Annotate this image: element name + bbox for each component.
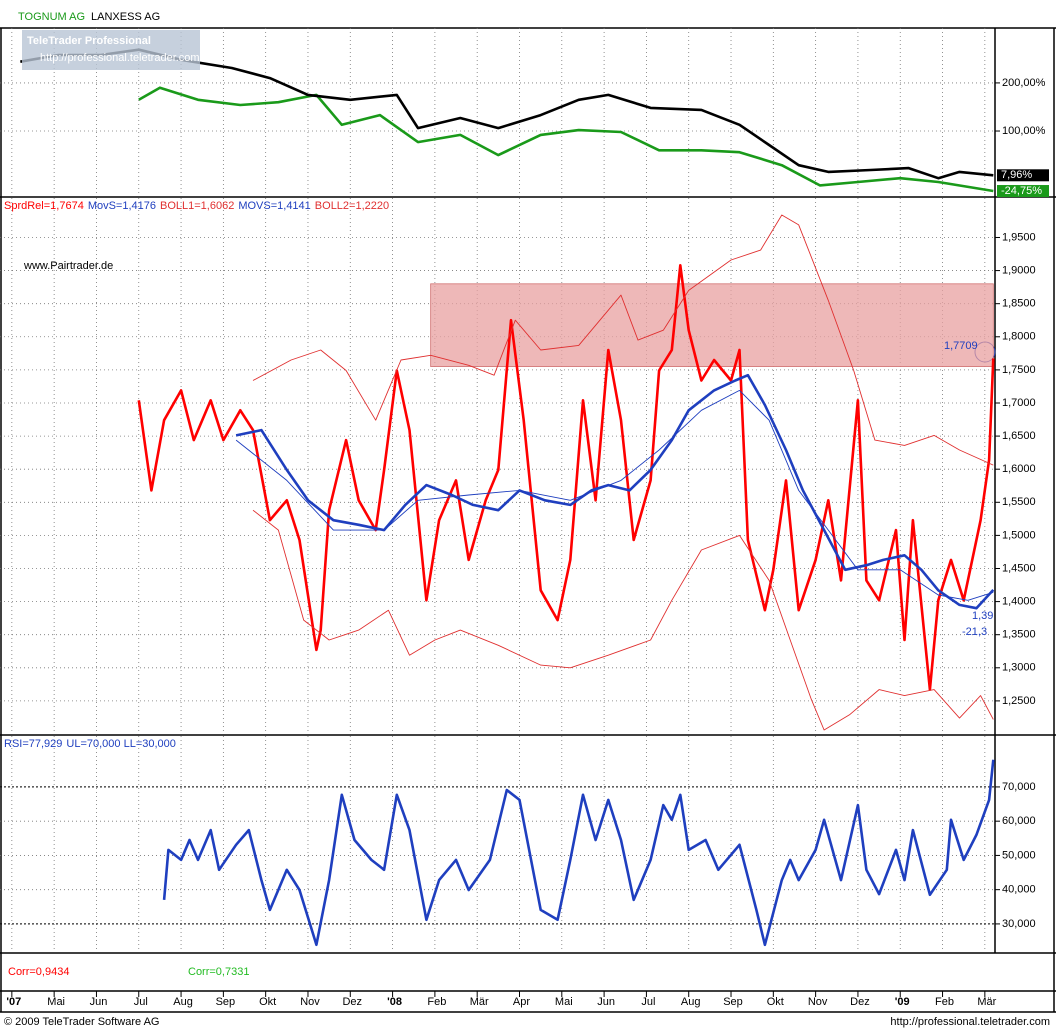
x-tick-label: '08	[387, 996, 402, 1008]
x-tick-label: Jun	[90, 996, 108, 1008]
value-label-box	[997, 185, 1049, 198]
highlight-zone	[430, 283, 994, 367]
y-tick-label: 1,9000	[1002, 264, 1036, 276]
annotation: 1,7709	[944, 340, 978, 352]
x-tick-label: Okt	[767, 996, 784, 1008]
footer-left: © 2009 TeleTrader Software AG	[4, 1016, 159, 1028]
x-tick-label: Okt	[259, 996, 276, 1008]
series-line	[138, 86, 994, 193]
series-line	[235, 389, 994, 601]
y-tick-label: 50,000	[1002, 849, 1036, 861]
value-label-box	[997, 169, 1049, 182]
correlation: Corr=0,9434	[8, 966, 69, 978]
y-tick-label: 1,3000	[1002, 662, 1036, 674]
panel-header: RSI=77,929 UL=70,000 LL=30,000	[4, 738, 176, 750]
x-tick-label: Mai	[47, 996, 65, 1008]
band-label: UL=70,000 LL=30,000	[66, 738, 176, 750]
x-tick-label: Nov	[300, 996, 320, 1008]
series-line	[252, 509, 994, 731]
x-tick-label: Aug	[173, 996, 193, 1008]
series-line	[252, 214, 994, 466]
y-tick-label: 40,000	[1002, 884, 1036, 896]
x-tick-label: Jul	[641, 996, 655, 1008]
y-tick-label: 60,000	[1002, 815, 1036, 827]
y-tick-label: 1,5000	[1002, 529, 1036, 541]
y-tick-label: 200,00%	[1002, 77, 1046, 89]
x-tick-label: Sep	[723, 996, 743, 1008]
legend-entry: TOGNUM AG	[18, 11, 85, 23]
x-tick-label: Sep	[216, 996, 236, 1008]
y-tick-label: 70,000	[1002, 781, 1036, 793]
series-line	[162, 759, 995, 947]
y-tick-label: 100,00%	[1002, 125, 1046, 137]
x-tick-label: Mai	[555, 996, 573, 1008]
x-tick-label: Jun	[597, 996, 615, 1008]
y-tick-label: 1,7500	[1002, 364, 1036, 376]
x-tick-label: Aug	[681, 996, 701, 1008]
y-tick-label: 1,8000	[1002, 331, 1036, 343]
annotation: www.Pairtrader.de	[23, 260, 113, 272]
watermark: TeleTrader Professional	[27, 35, 151, 47]
watermark-box	[22, 30, 200, 70]
legend-entry: BOLL1=1,6062	[160, 200, 234, 212]
plot-area	[0, 198, 995, 734]
x-tick-label: Nov	[808, 996, 828, 1008]
legend-entry: BOLL2=1,2220	[315, 200, 389, 212]
y-tick-label: 1,7000	[1002, 397, 1036, 409]
series-line	[137, 264, 995, 691]
legend-entry: LANXESS AG	[91, 11, 160, 23]
y-tick-label: 1,5500	[1002, 496, 1036, 508]
y-tick-label: 1,6500	[1002, 430, 1036, 442]
x-tick-label: '09	[895, 996, 910, 1008]
y-tick-label: 1,8500	[1002, 298, 1036, 310]
x-tick-label: Mär	[470, 996, 489, 1008]
y-tick-label: 1,4000	[1002, 596, 1036, 608]
x-tick-label: Feb	[935, 996, 954, 1008]
x-tick-label: Apr	[513, 996, 530, 1008]
y-tick-label: 1,4500	[1002, 562, 1036, 574]
y-tick-label: 1,2500	[1002, 695, 1036, 707]
correlation: Corr=0,7331	[188, 966, 249, 978]
chart-title: TOGNUM AG LANXESS AG	[18, 11, 160, 23]
legend-entry: RSI=77,929	[4, 738, 62, 750]
x-tick-label: Feb	[427, 996, 446, 1008]
x-tick-label: Dez	[850, 996, 870, 1008]
plot-area	[0, 736, 995, 952]
legend-entry: MOVS=1,4141	[238, 200, 310, 212]
x-tick-label: Dez	[342, 996, 362, 1008]
value-label: -24,75%	[1001, 185, 1042, 197]
x-tick-label: Mär	[977, 996, 996, 1008]
watermark: http://professional.teletrader.com	[40, 52, 200, 64]
annotation: -21,3	[962, 626, 987, 638]
legend-entry: MovS=1,4176	[88, 200, 156, 212]
annotation: 1,39	[972, 610, 993, 622]
value-label: 7,96%	[1001, 169, 1032, 181]
legend-entry: SprdRel=1,7674	[4, 200, 84, 212]
x-tick-label: Jul	[134, 996, 148, 1008]
y-tick-label: 30,000	[1002, 918, 1036, 930]
y-tick-label: 1,6000	[1002, 463, 1036, 475]
y-tick-label: 1,9500	[1002, 231, 1036, 243]
footer-right: http://professional.teletrader.com	[890, 1016, 1050, 1028]
y-tick-label: 1,3500	[1002, 629, 1036, 641]
x-tick-label: '07	[6, 996, 21, 1008]
panel-header: SprdRel=1,7674 MovS=1,4176 BOLL1=1,6062 MOV…	[4, 200, 389, 212]
